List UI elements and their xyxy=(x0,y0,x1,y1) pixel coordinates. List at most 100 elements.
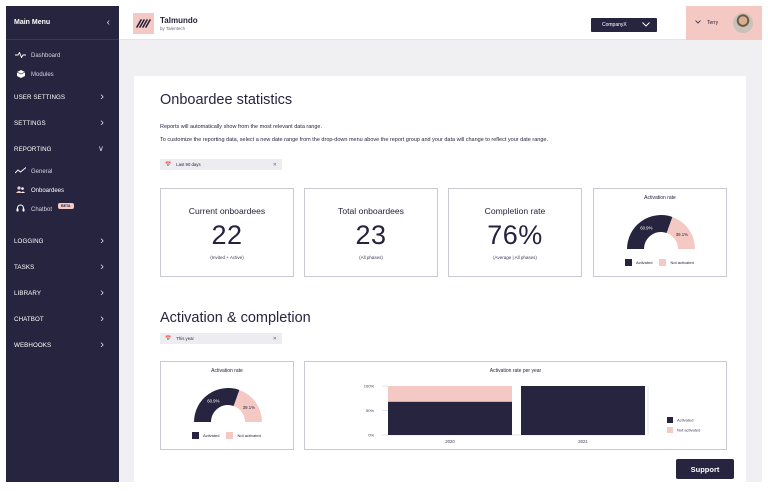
stat-caption: (Invited + Active) xyxy=(210,255,244,260)
chevron-right-icon: › xyxy=(100,286,104,299)
gauge-segment-activated xyxy=(627,215,673,249)
chevron-right-icon: › xyxy=(100,312,104,325)
trend-icon xyxy=(14,167,27,176)
gauge-data-label: 39.1% xyxy=(243,405,255,410)
activation-range-select[interactable]: 📅 This year ✕ xyxy=(160,333,282,344)
gauge-data-label: 60.9% xyxy=(207,399,219,404)
gauge-segment-not-activated xyxy=(666,216,695,249)
sidebar-item-label: Dashboard xyxy=(31,52,61,59)
legend-swatch xyxy=(667,417,673,423)
legend-label: Activated xyxy=(677,418,693,423)
sidebar-item-label: General xyxy=(31,168,53,175)
gauge-legend: Activated Not activated xyxy=(192,432,261,439)
talmundo-logo[interactable] xyxy=(133,13,154,34)
sidebar-item-label: Onboardees xyxy=(31,187,65,194)
date-range-value: Last 90 days xyxy=(176,162,201,167)
y-tick-label: 0% xyxy=(368,433,374,438)
stat-label: Completion rate xyxy=(484,206,546,216)
activation-gauge: 60.9% 39.1% xyxy=(194,388,262,422)
legend-swatch-activated xyxy=(192,432,199,439)
sidebar-item-label: LIBRARY xyxy=(14,289,42,297)
user-menu[interactable]: Terry xyxy=(686,6,762,40)
brand-name: Talmundo xyxy=(160,16,198,25)
sidebar-item-general[interactable]: General xyxy=(6,162,119,181)
x-tick-label: 2020 xyxy=(445,439,455,444)
sidebar-item-chatbot-settings[interactable]: CHATBOT › xyxy=(6,306,119,332)
legend-swatch-activated xyxy=(625,259,632,266)
sidebar: Main Menu ‹ Dashboard Modules USER SETTI… xyxy=(6,6,119,482)
beta-badge: BETA xyxy=(58,202,74,209)
stat-caption: (All phases) xyxy=(359,255,383,260)
y-tick-label: 50% xyxy=(366,408,374,413)
date-range-select[interactable]: 📅 Last 90 days ✕ xyxy=(160,159,282,170)
yearly-activation-card: Activation rate per year 0% 50% 100% 2020 20… xyxy=(304,361,727,450)
sidebar-item-dashboard[interactable]: Dashboard xyxy=(6,46,119,65)
sidebar-title: Main Menu xyxy=(14,19,51,26)
chevron-down-icon xyxy=(642,21,650,29)
bar-not-activated-2020 xyxy=(388,386,512,402)
sidebar-item-tasks[interactable]: TASKS › xyxy=(6,254,119,280)
stat-value: 22 xyxy=(211,220,243,250)
pulse-icon xyxy=(15,51,26,60)
yearly-bar-chart: 0% 50% 100% 2020 2021 Activated Not activated xyxy=(364,384,701,445)
stat-value: 76% xyxy=(487,220,543,250)
chevron-down-icon xyxy=(695,20,701,26)
sidebar-header: Main Menu ‹ xyxy=(6,6,119,40)
support-button[interactable]: Support xyxy=(676,459,734,479)
sidebar-item-webhooks[interactable]: WEBHOOKS › xyxy=(6,332,119,358)
sidebar-item-label: Chatbot xyxy=(31,206,53,213)
collapse-sidebar-icon[interactable]: ‹ xyxy=(106,16,110,28)
clear-icon[interactable]: ✕ xyxy=(272,161,277,168)
date-range-value: This year xyxy=(176,336,194,341)
bar-activated-2021 xyxy=(521,386,645,435)
section-title: Activation & completion xyxy=(160,310,311,326)
sidebar-item-label: Modules xyxy=(31,71,54,78)
gauge-data-label: 60.9% xyxy=(640,226,652,231)
y-tick-label: 100% xyxy=(364,384,375,389)
report-description: Reports will automatically show from the… xyxy=(160,124,323,130)
stat-label: Total onboardees xyxy=(338,206,404,216)
clear-icon[interactable]: ✕ xyxy=(272,335,277,342)
company-select[interactable]: CompanyX xyxy=(591,18,657,32)
sidebar-item-library[interactable]: LIBRARY › xyxy=(6,280,119,306)
avatar[interactable] xyxy=(733,13,753,33)
chevron-down-icon: ∨ xyxy=(98,144,104,153)
activation-gauge-card: Activation rate 60.9% 39.1% Activated Not… xyxy=(593,188,727,277)
calendar-icon: 📅 xyxy=(165,335,172,342)
stat-card-completion: Completion rate 76% (Average | All phase… xyxy=(448,188,582,277)
legend-swatch-not-activated xyxy=(226,432,234,439)
legend-label: Not activated xyxy=(670,260,694,265)
sidebar-item-settings[interactable]: SETTINGS › xyxy=(6,110,119,136)
gauge-title: Activation rate xyxy=(211,368,243,374)
bar-activated-2020 xyxy=(388,401,512,435)
sidebar-item-label: CHATBOT xyxy=(14,315,44,323)
gauge-segment-not-activated xyxy=(233,389,262,422)
sidebar-item-label: REPORTING xyxy=(14,145,52,153)
chevron-right-icon: › xyxy=(100,234,104,247)
sidebar-item-user-settings[interactable]: USER SETTINGS › xyxy=(6,84,119,110)
legend-label: Not activated xyxy=(237,433,261,438)
stat-card-current: Current onboardees 22 (Invited + Active) xyxy=(160,188,294,277)
activation-gauge-card-2: Activation rate 60.9% 39.1% Activated Not… xyxy=(160,361,294,450)
chart-title: Activation rate per year xyxy=(489,368,542,374)
page-title: Onboardee statistics xyxy=(160,92,293,108)
user-name: Terry xyxy=(707,20,719,26)
sidebar-item-reporting[interactable]: REPORTING ∨ xyxy=(6,136,119,162)
sidebar-item-logging[interactable]: LOGGING › xyxy=(6,228,119,254)
gauge-data-label: 39.1% xyxy=(676,232,688,237)
gauge-legend: Activated Not activated xyxy=(625,259,694,266)
stat-card-total: Total onboardees 23 (All phases) xyxy=(304,188,438,277)
legend-label: Activated xyxy=(636,260,653,265)
gauge-segment-activated xyxy=(194,388,240,422)
sidebar-item-label: WEBHOOKS xyxy=(14,341,52,349)
legend-swatch xyxy=(667,427,673,433)
x-tick-label: 2021 xyxy=(578,439,588,444)
headset-icon xyxy=(15,204,26,215)
sidebar-item-modules[interactable]: Modules xyxy=(6,65,119,84)
sidebar-item-label: SETTINGS xyxy=(14,119,46,127)
sidebar-item-onboardees[interactable]: Onboardees xyxy=(6,181,119,200)
sidebar-item-label: TASKS xyxy=(14,263,35,271)
activation-gauge: 60.9% 39.1% xyxy=(627,215,695,249)
cube-icon xyxy=(15,69,26,80)
sidebar-item-chatbot[interactable]: Chatbot BETA xyxy=(6,200,119,219)
